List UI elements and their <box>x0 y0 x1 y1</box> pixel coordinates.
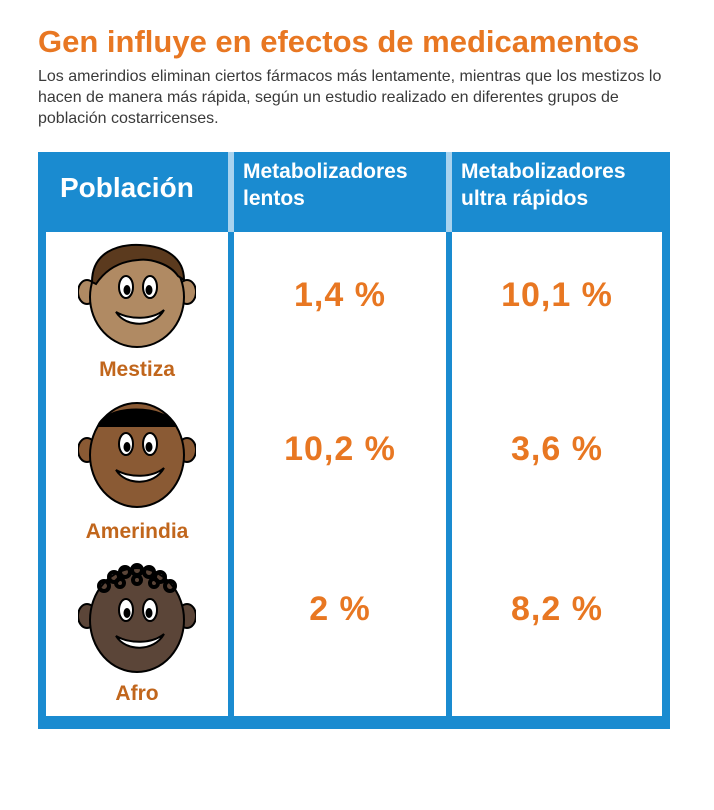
header-fast-line1: Metabolizadores <box>461 160 626 183</box>
ultra-fast-column: 10,1 % 3,6 % 8,2 % <box>452 232 662 716</box>
page-title: Gen influye en efectos de medicamentos <box>38 24 640 59</box>
header-slow-line2: lentos <box>243 187 305 210</box>
header-slow: Metabolizadores lentos <box>243 158 408 212</box>
population-label: Mestiza <box>99 358 175 381</box>
slow-value-afro: 2 % <box>309 590 371 628</box>
afro-face-icon <box>78 563 196 673</box>
header-fast-line2: ultra rápidos <box>461 187 589 210</box>
header-poblacion: Población <box>60 172 194 203</box>
fast-value-mestiza: 10,1 % <box>501 276 613 314</box>
slow-column: 1,4 % 10,2 % 2 % <box>234 232 446 716</box>
fast-value-amerindia: 3,6 % <box>511 430 603 468</box>
header-slow-line1: Metabolizadores <box>243 160 408 183</box>
page-subtitle: Los amerindios eliminan ciertos fármacos… <box>38 68 662 127</box>
population-column: Mestiza Amerindia <box>46 232 228 716</box>
data-table: Población Metabolizadores lentos Metabol… <box>38 152 670 729</box>
amerindia-face-icon <box>78 402 196 508</box>
fast-value-afro: 8,2 % <box>511 590 603 628</box>
population-label: Afro <box>115 682 159 705</box>
mestiza-face-icon <box>78 243 196 348</box>
header-separator <box>228 152 234 232</box>
header-fast: Metabolizadores ultra rápidos <box>461 158 626 212</box>
population-label: Amerindia <box>85 520 189 543</box>
header-separator <box>446 152 452 232</box>
slow-value-amerindia: 10,2 % <box>284 430 396 468</box>
slow-value-mestiza: 1,4 % <box>294 276 386 314</box>
